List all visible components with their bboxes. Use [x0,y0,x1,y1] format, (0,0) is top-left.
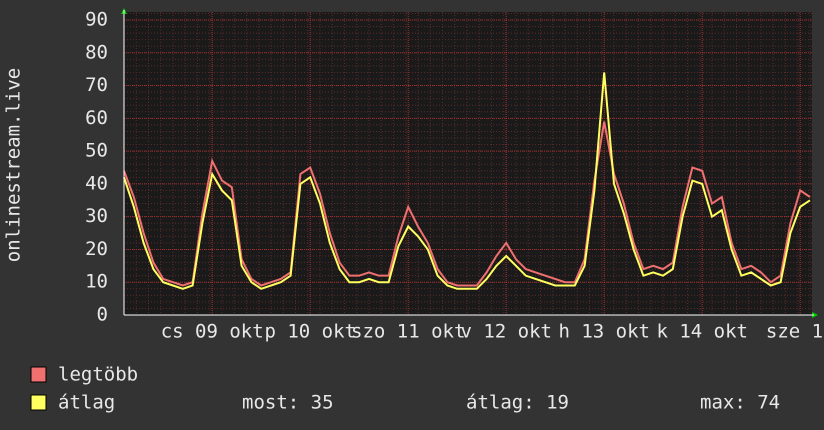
y-axis-label: onlinestream.live [3,68,25,262]
plot-area [124,12,812,315]
series-line [123,72,811,290]
y-tick-label: 30 [85,205,108,227]
legend-stat: most: 35 [242,392,334,414]
legend-label: legtöbb [58,364,138,386]
x-tick-label: h 13 okt [558,321,650,343]
x-tick-label: v 12 okt [460,321,552,343]
x-tick-label: p 10 okt [264,321,356,343]
y-tick-label: 90 [85,9,108,31]
y-tick-label: 70 [85,74,108,96]
legend-stat: max: 74 [700,392,780,414]
y-tick-label: 80 [85,41,108,63]
x-tick-label: k 14 okt [656,321,748,343]
legend-label: átlag [58,392,115,414]
x-tick-label: cs 09 okt [161,321,264,343]
y-tick-label: 60 [85,107,108,129]
legend-swatch [30,366,47,383]
y-tick-label: 50 [85,140,108,162]
x-tick-label: sze 15 [766,321,824,343]
legend-swatch [30,394,47,411]
series-line [123,121,811,287]
legend-stat: átlag: 19 [466,392,569,414]
y-tick-label: 0 [97,304,108,326]
y-tick-label: 10 [85,271,108,293]
y-tick-label: 20 [85,238,108,260]
axis-arrow [812,312,818,318]
x-tick-label: szo 11 okt [351,321,465,343]
y-tick-label: 40 [85,172,108,194]
